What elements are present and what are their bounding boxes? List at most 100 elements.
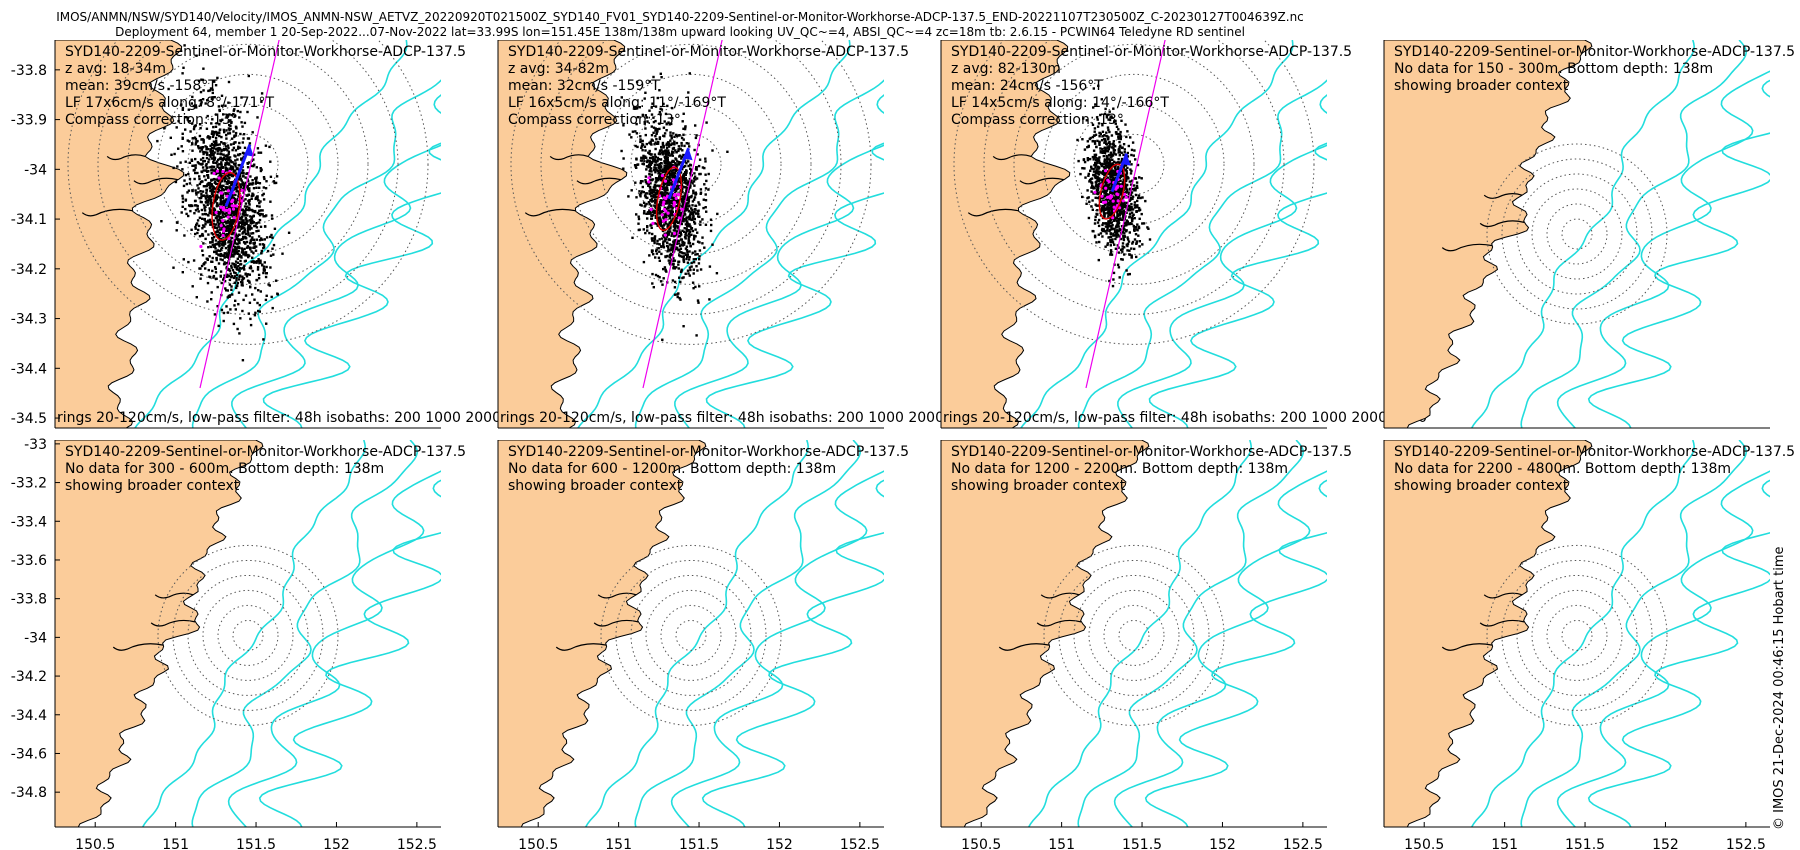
scatter-point [230,275,234,278]
scatter-point [667,192,671,195]
scatter-point [275,175,279,178]
scatter-point [681,199,684,203]
scatter-point [670,134,673,138]
x-tick-label: 151.5 [679,837,719,850]
low-pass-point [1106,195,1110,199]
scatter-point [198,182,202,186]
scatter-point [220,158,223,161]
scatter-point [1137,226,1141,230]
scatter-point [206,201,210,204]
scatter-point [1094,196,1097,199]
scatter-point [690,207,693,210]
scatter-point [188,120,191,123]
scatter-point [1112,107,1115,110]
scatter-point [245,220,248,223]
scatter-point [233,154,236,157]
scatter-point [1090,167,1093,170]
scatter-point [1103,192,1106,195]
scatter-point [708,298,711,301]
scatter-point [250,232,253,235]
scatter-point [683,210,686,213]
scatter-point [227,146,230,150]
scatter-point [228,156,232,159]
scatter-point [1115,231,1119,234]
x-tick-label: 152 [323,837,350,850]
scatter-point [1108,211,1111,214]
scatter-point [1092,230,1095,233]
scatter-point [1127,240,1131,243]
low-pass-point [677,216,681,220]
scatter-point [1126,223,1129,226]
scatter-point [1104,225,1108,228]
scatter-point [1097,258,1100,262]
scatter-point [204,169,208,172]
low-pass-point [199,244,203,249]
isobath-200m [142,440,367,827]
low-pass-point [661,219,666,223]
scatter-point [1120,258,1123,261]
scatter-point [1117,165,1120,168]
scatter-point [203,175,206,178]
scatter-point [1116,214,1119,217]
scatter-point [1093,186,1096,189]
scatter-point [216,221,219,224]
scatter-point [1125,219,1128,222]
scatter-point [221,223,225,227]
scatter-point [641,180,644,183]
scatter-point [662,244,665,247]
scatter-point [1081,167,1084,170]
low-pass-point [221,219,225,223]
panel-plot-area [1384,40,1770,428]
scatter-point [269,175,273,178]
scatter-point [222,200,225,204]
scatter-point [659,168,662,172]
scatter-point [211,238,214,241]
scatter-point [1117,158,1120,161]
scatter-point [228,202,231,205]
low-pass-point [240,188,244,192]
scatter-point [1124,164,1128,167]
scatter-point [1128,199,1131,202]
scatter-point [697,164,701,168]
scatter-point [1103,151,1107,154]
scatter-point [678,296,681,300]
scatter-point [1118,154,1121,157]
scatter-point [1129,172,1133,175]
scatter-point [1087,216,1091,220]
scatter-point [223,175,226,178]
scatter-point [659,113,662,116]
scatter-point [225,181,229,184]
scatter-point [215,122,218,125]
scatter-point [176,165,179,168]
estuary-inlet [593,619,639,627]
scatter-point [650,125,653,128]
scatter-point [641,143,645,147]
scatter-point [222,113,225,116]
scatter-point [646,229,649,232]
scatter-point [219,170,222,173]
isobath-200m [1028,440,1253,827]
ring-20cms [217,133,279,195]
scatter-point [248,242,252,245]
scatter-point [1114,177,1117,180]
scatter-point [237,303,240,306]
scatter-point [1114,170,1117,173]
scatter-point [688,72,691,75]
scatter-point [652,160,655,163]
scatter-point [682,127,685,130]
scatter-point [219,173,222,176]
scatter-point [236,225,239,228]
scatter-point [201,232,204,236]
scatter-point [688,204,691,207]
scatter-point [206,281,210,285]
estuary-inlet [998,643,1050,651]
scatter-point [1134,233,1138,236]
scatter-point [258,218,262,222]
scatter-point [671,199,674,202]
scatter-point [1093,234,1097,237]
scatter-point [650,223,653,226]
scatter-point [1108,118,1112,122]
scatter-point [693,148,696,152]
scatter-point [249,222,252,225]
scatter-point [682,243,686,246]
